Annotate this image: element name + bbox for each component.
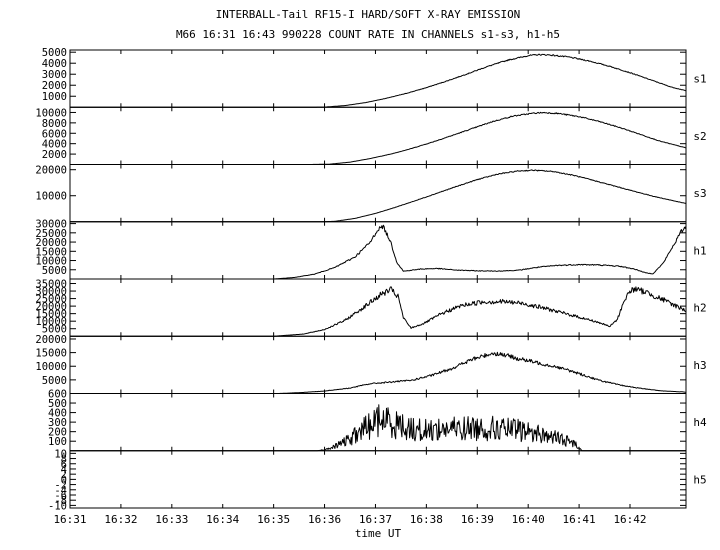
x-axis: 16:31 16:32 16:33 16:34 16:35 16:36 16:37 16:38… [53,513,646,526]
series-line-h1 [70,224,687,280]
panel-frame-s3 [69,164,687,223]
x-tick-label: 16:34 [206,513,239,526]
series-line-s1 [70,53,687,108]
y-tick-label-h2: 35000 [35,279,67,291]
x-tick-label: 16:35 [257,513,290,526]
y-tick-label-h5: -6 [54,490,67,502]
y-tick-label-h5: 8 [61,454,67,466]
y-tick-label-h4: 100 [48,436,67,448]
panel-frame-h3 [69,335,687,394]
y-tick-label-h4: 600 [48,389,67,401]
x-tick-label: 16:31 [53,513,86,526]
y-tick-label-s1: 3000 [42,69,67,81]
x-tick-label: 16:41 [563,513,596,526]
panel-frame-s1 [69,49,687,108]
y-tick-label-s1: 1000 [42,91,67,103]
y-tick-label-h1: 25000 [35,228,67,240]
y-tick-label-h5: -2 [54,480,67,492]
panel-label-h3: h3 [693,359,706,372]
y-tick-label-h5: -8 [54,495,67,507]
x-tick-label: 16:37 [359,513,392,526]
y-tick-label-h3: 20000 [35,334,67,346]
chart-panels: 10002000300040005000s1200040006000800010… [35,47,707,512]
y-tick-label-h5: 6 [61,459,67,471]
panel-label-s2: s2 [693,130,706,143]
panel-label-h1: h1 [693,244,706,257]
y-tick-label-h5: -4 [54,485,67,497]
y-tick-label-h2: 15000 [35,309,67,321]
panel-frame-h2 [69,278,687,337]
panel-label-h4: h4 [693,416,707,429]
y-tick-label-h2: 10000 [35,316,67,328]
y-tick-label-h5: 10 [54,448,67,460]
x-tick-label: 16:33 [155,513,188,526]
y-tick-label-s1: 5000 [42,47,67,59]
y-tick-label-h2: 30000 [35,286,67,298]
y-tick-label-h3: 5000 [42,375,67,387]
x-axis-label: time UT [355,527,402,540]
y-tick-label-h1: 30000 [35,219,67,231]
x-tick-label: 16:42 [613,513,646,526]
panel-label-h5: h5 [693,473,706,486]
series-line-s2 [70,111,687,165]
panel-label-h2: h2 [693,302,706,315]
x-tick-label: 16:39 [461,513,494,526]
y-tick-label-h1: 5000 [42,265,67,277]
y-tick-label-h1: 20000 [35,237,67,249]
series-line-s3 [70,169,687,223]
y-tick-label-h1: 15000 [35,246,67,258]
y-tick-label-h2: 20000 [35,301,67,313]
y-tick-label-h4: 500 [48,398,67,410]
y-tick-label-h4: 300 [48,417,67,429]
y-tick-label-h3: 15000 [35,348,67,360]
panel-label-s3: s3 [693,187,706,200]
panel-label-s1: s1 [693,73,706,86]
chart-subtitle: M66 16:31 16:43 990228 COUNT RATE IN CHA… [176,28,560,41]
x-tick-label: 16:36 [308,513,341,526]
x-tick-label: 16:38 [410,513,443,526]
series-line-h4 [70,404,686,452]
panel-s3: 10000 20000 s3 [35,164,707,223]
y-tick-label-h5: 4 [61,464,67,476]
panel-frame-h5 [69,450,687,509]
y-tick-label-s2: 6000 [42,128,67,140]
y-tick-label-s3: 20000 [35,165,67,177]
y-tick-label-s2: 2000 [42,149,67,161]
y-tick-label-h2: 25000 [35,294,67,306]
y-tick-label-h1: 10000 [35,256,67,268]
y-tick-label-h5: -10 [48,500,67,512]
series-line-h2 [70,286,687,337]
y-tick-label-h3: 10000 [35,361,67,373]
y-tick-label-s2: 10000 [35,107,67,119]
x-tick-label: 16:40 [512,513,545,526]
y-tick-label-h4: 400 [48,408,67,420]
y-tick-label-s1: 4000 [42,58,67,70]
y-tick-label-h2: 5000 [42,324,67,336]
chart-title: INTERBALL-Tail RF15-I HARD/SOFT X-RAY EM… [216,8,521,21]
x-tick-label: 16:32 [104,513,137,526]
y-tick-label-h5: 2 [61,469,67,481]
y-tick-label-s1: 2000 [42,80,67,92]
y-tick-label-h4: 200 [48,427,67,439]
y-tick-label-h5: 0 [61,474,67,486]
series-line-h3 [70,351,686,394]
panel-frame-s2 [69,106,687,165]
y-tick-label-s3: 10000 [35,191,67,203]
y-tick-label-s2: 8000 [42,118,67,130]
y-tick-label-s2: 4000 [42,139,67,151]
